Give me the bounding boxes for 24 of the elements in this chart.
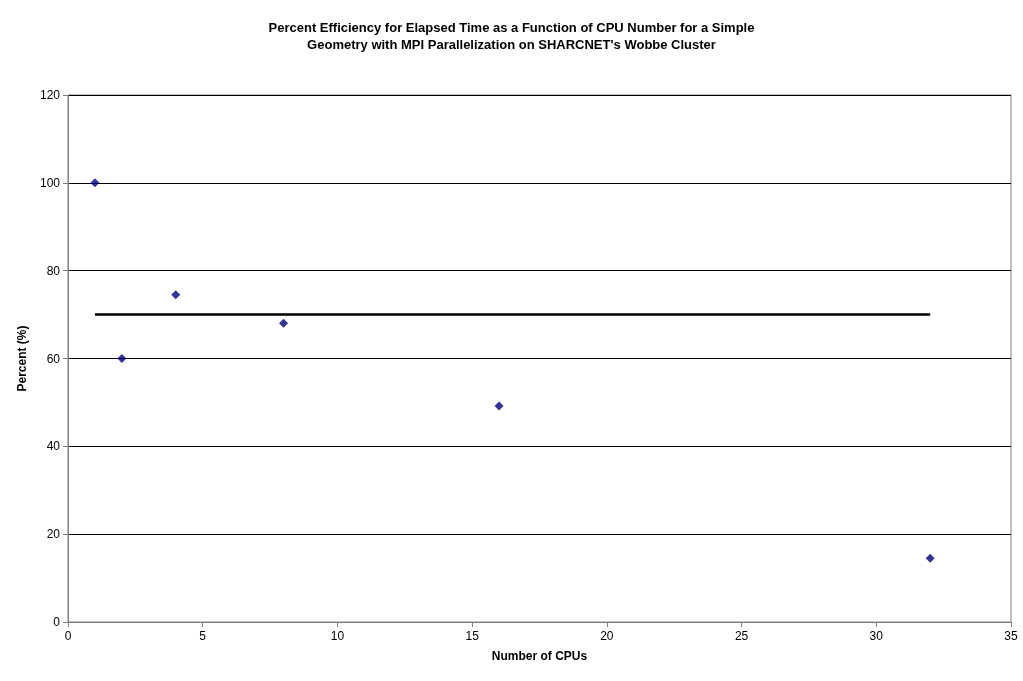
x-tick-label: 25 [734,629,749,643]
y-tick-label: 0 [53,615,61,629]
point [279,318,289,328]
y-tick-label: 40 [46,439,61,454]
y-tick-label: 60 [46,351,61,366]
point [171,290,181,300]
y-tick-label: 20 [46,527,61,542]
y-tick-label: 100 [39,175,61,190]
point [90,178,100,188]
x-tick-label: 15 [465,629,480,643]
x-tick-label: 35 [1004,629,1018,643]
x-tick-label: 30 [869,629,884,643]
x-tick-label: 10 [330,629,345,643]
point [117,354,127,363]
y-tick-label: 120 [39,88,61,102]
point [925,553,935,563]
point [494,401,504,411]
chart-title: Percent Efficiency for Elapsed Time as a Function of CPU Number for a Simple Geometry with MPI Parallelization on SHARCNET's Wobbe Cluster [268,20,755,52]
y-tick-label: 80 [46,263,61,278]
x-tick-label: 0 [64,629,72,643]
x-tick-label: 20 [600,629,614,643]
x-tick-label: 5 [199,629,207,643]
y-axis-title: Percent (%) [15,325,29,392]
x-axis-title: Number of CPUs [491,649,588,663]
